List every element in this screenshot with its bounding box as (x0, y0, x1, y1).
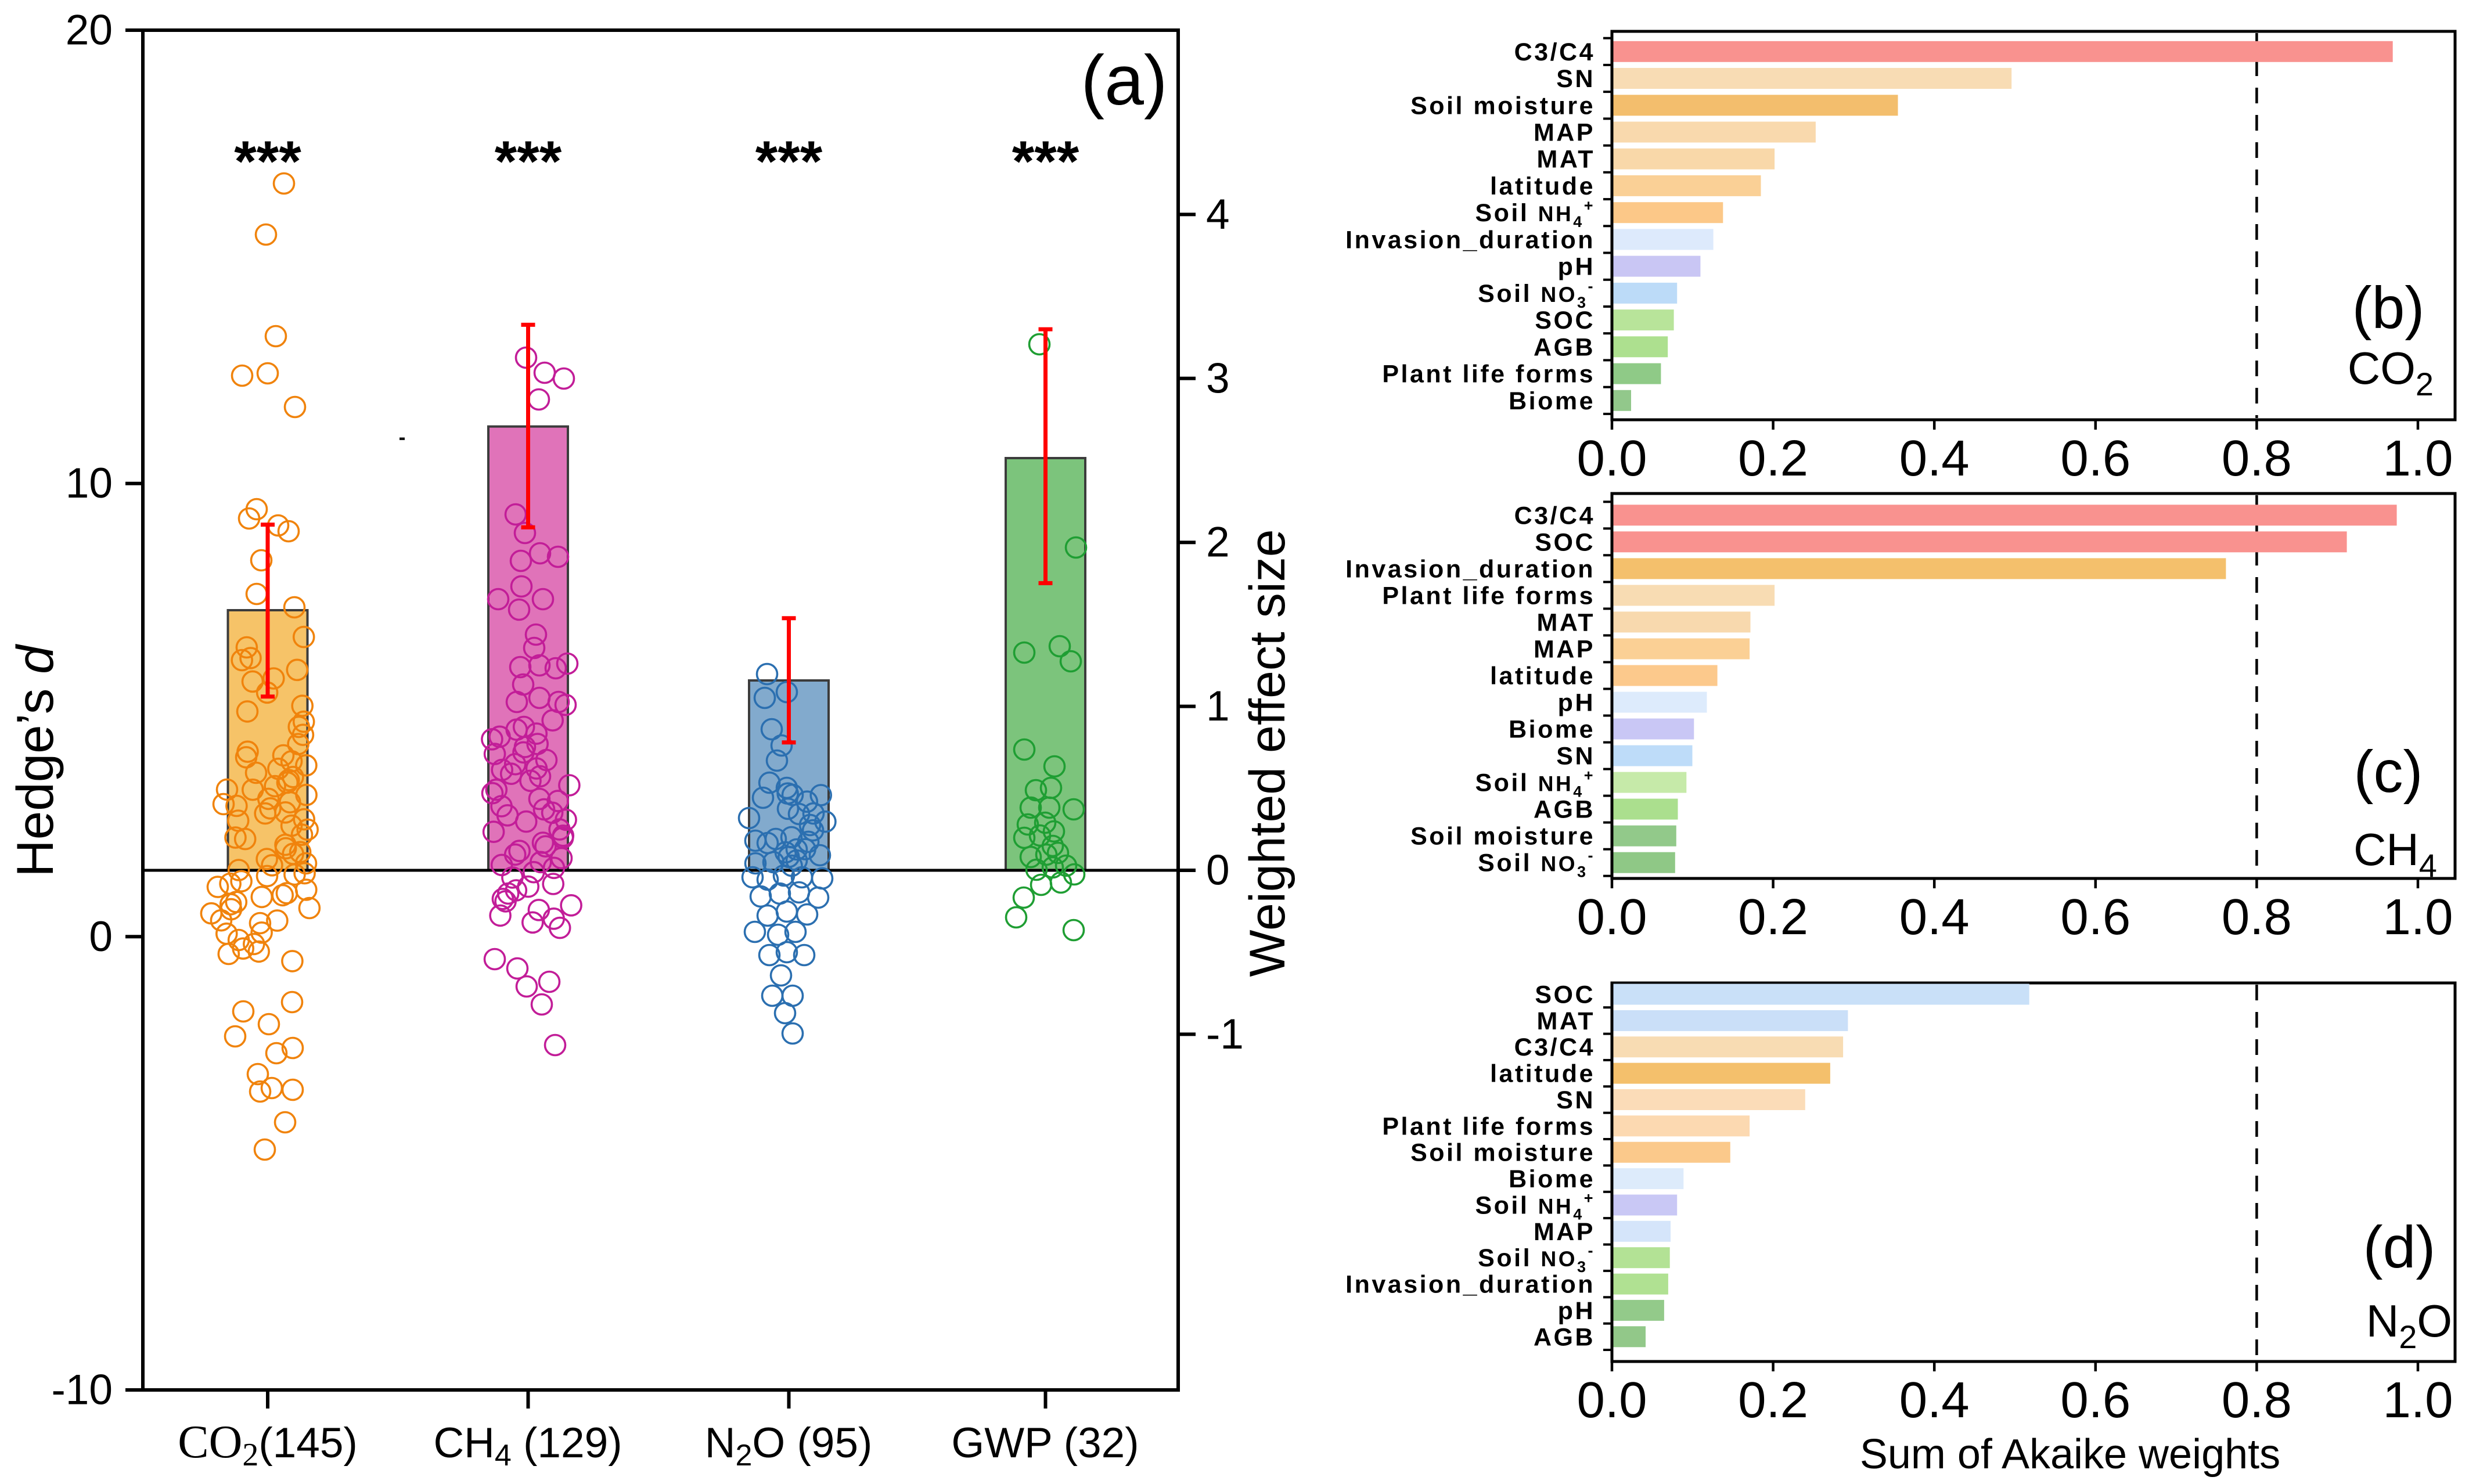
svg-text:Soil NO3-: Soil NO3- (1478, 278, 1595, 311)
svg-text:Invasion_duration: Invasion_duration (1345, 555, 1595, 583)
svg-text:Plant life forms: Plant life forms (1382, 361, 1595, 388)
svg-text:***: *** (755, 129, 823, 193)
svg-text:0: 0 (1206, 847, 1230, 894)
svg-text:Biome: Biome (1509, 716, 1595, 744)
svg-text:N2O: N2O (2366, 1295, 2452, 1355)
svg-text:SOC: SOC (1535, 981, 1595, 1009)
svg-text:1: 1 (1206, 683, 1230, 730)
svg-text:pH: pH (1558, 689, 1595, 717)
svg-text:SOC: SOC (1535, 307, 1595, 334)
svg-text:(c): (c) (2354, 739, 2423, 805)
svg-text:Sum of Akaike weights: Sum of Akaike weights (1860, 1431, 2280, 1478)
svg-text:MAT: MAT (1537, 608, 1595, 636)
svg-text:1.0: 1.0 (2383, 1372, 2453, 1428)
svg-text:MAT: MAT (1537, 146, 1595, 174)
svg-text:CH4 (129): CH4 (129) (433, 1420, 622, 1472)
svg-text:0.8: 0.8 (2222, 1372, 2292, 1428)
svg-text:(d): (d) (2363, 1214, 2436, 1280)
svg-text:10: 10 (66, 460, 113, 507)
svg-text:Plant life forms: Plant life forms (1382, 582, 1595, 610)
svg-text:Weighted effect size: Weighted effect size (1240, 529, 1295, 977)
svg-text:pH: pH (1558, 253, 1595, 281)
svg-text:latitude: latitude (1490, 172, 1595, 200)
svg-text:SN: SN (1556, 65, 1595, 93)
svg-text:AGB: AGB (1534, 333, 1595, 361)
svg-text:MAT: MAT (1537, 1007, 1595, 1035)
svg-text:MAP: MAP (1534, 1218, 1595, 1246)
svg-text:SN: SN (1556, 743, 1595, 770)
svg-text:AGB: AGB (1534, 796, 1595, 824)
svg-text:Hedge’s d: Hedge’s d (6, 644, 64, 877)
svg-text:1.0: 1.0 (2383, 889, 2453, 945)
svg-text:***: *** (234, 129, 301, 193)
svg-text:Soil moisture: Soil moisture (1410, 823, 1595, 851)
svg-text:SOC: SOC (1535, 528, 1595, 556)
svg-text:CO2(145): CO2(145) (178, 1417, 358, 1473)
svg-text:-10: -10 (51, 1367, 113, 1414)
svg-text:0.0: 0.0 (1577, 1372, 1647, 1428)
svg-text:(b): (b) (2352, 275, 2425, 341)
svg-text:0.0: 0.0 (1577, 889, 1647, 945)
svg-text:AGB: AGB (1534, 1323, 1595, 1351)
svg-text:0.4: 0.4 (1899, 430, 1970, 487)
svg-text:***: *** (1012, 129, 1079, 193)
svg-text:Plant life forms: Plant life forms (1382, 1112, 1595, 1140)
svg-text:0.6: 0.6 (2060, 1372, 2130, 1428)
svg-text:0.2: 0.2 (1738, 889, 1808, 945)
svg-text:4: 4 (1206, 191, 1230, 238)
svg-text:20: 20 (66, 7, 113, 54)
svg-text:latitude: latitude (1490, 662, 1595, 690)
svg-text:Soil moisture: Soil moisture (1410, 1139, 1595, 1167)
svg-text:0.6: 0.6 (2060, 430, 2130, 487)
svg-text:0.8: 0.8 (2222, 889, 2292, 945)
svg-text:C3/C4: C3/C4 (1514, 1033, 1595, 1061)
svg-text:3: 3 (1206, 355, 1230, 402)
svg-text:***: *** (495, 129, 562, 193)
svg-text:SN: SN (1556, 1086, 1595, 1114)
svg-text:0.8: 0.8 (2222, 430, 2292, 487)
svg-text:Soil NO3-: Soil NO3- (1478, 1242, 1595, 1276)
svg-text:Soil NH4+: Soil NH4+ (1475, 197, 1595, 230)
svg-text:C3/C4: C3/C4 (1514, 502, 1595, 530)
svg-text:pH: pH (1558, 1297, 1595, 1325)
svg-text:Soil NO3-: Soil NO3- (1478, 847, 1595, 881)
svg-text:0.4: 0.4 (1899, 1372, 1970, 1428)
svg-text:latitude: latitude (1490, 1060, 1595, 1088)
svg-text:Biome: Biome (1509, 387, 1595, 415)
svg-text:MAP: MAP (1534, 636, 1595, 664)
svg-text:(a): (a) (1081, 41, 1167, 120)
svg-text:1.0: 1.0 (2383, 430, 2453, 487)
svg-text:N2O (95): N2O (95) (705, 1420, 873, 1472)
svg-text:0.2: 0.2 (1738, 430, 1808, 487)
svg-text:MAP: MAP (1534, 119, 1595, 147)
svg-text:Biome: Biome (1509, 1165, 1595, 1193)
svg-text:0.2: 0.2 (1738, 1372, 1808, 1428)
svg-text:Soil moisture: Soil moisture (1410, 92, 1595, 120)
svg-text:Invasion_duration: Invasion_duration (1345, 1271, 1595, 1299)
svg-text:0.0: 0.0 (1577, 430, 1647, 487)
svg-text:0.4: 0.4 (1899, 889, 1970, 945)
svg-text:0.6: 0.6 (2060, 889, 2130, 945)
svg-text:-1: -1 (1206, 1011, 1244, 1058)
svg-text:2: 2 (1206, 519, 1230, 566)
svg-text:C3/C4: C3/C4 (1514, 38, 1595, 66)
svg-text:0: 0 (89, 913, 113, 960)
svg-text:GWP (32): GWP (32) (951, 1420, 1139, 1467)
svg-text:Invasion_duration: Invasion_duration (1345, 226, 1595, 254)
